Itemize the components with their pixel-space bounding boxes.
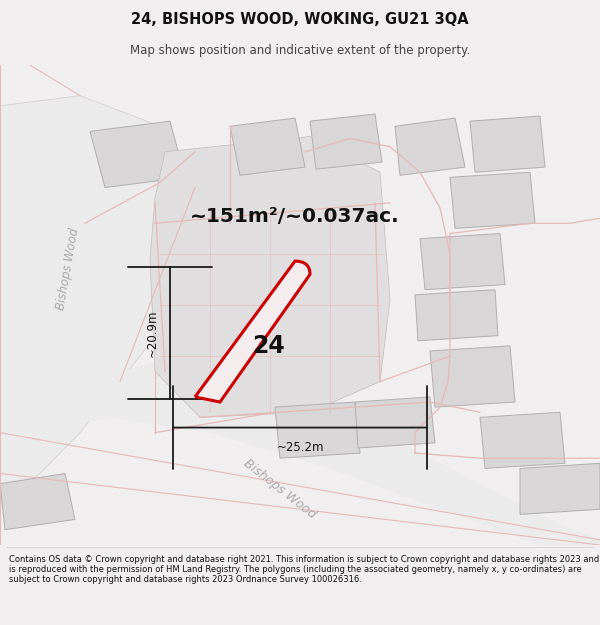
Polygon shape — [470, 116, 545, 172]
Text: ~20.9m: ~20.9m — [146, 309, 158, 357]
Text: 24, BISHOPS WOOD, WOKING, GU21 3QA: 24, BISHOPS WOOD, WOKING, GU21 3QA — [131, 12, 469, 27]
Polygon shape — [480, 412, 565, 468]
Text: Contains OS data © Crown copyright and database right 2021. This information is : Contains OS data © Crown copyright and d… — [9, 554, 599, 584]
Polygon shape — [0, 65, 600, 545]
Polygon shape — [450, 173, 535, 228]
Polygon shape — [355, 397, 435, 448]
Polygon shape — [90, 121, 185, 188]
Polygon shape — [230, 118, 305, 175]
Text: Bishops Wood: Bishops Wood — [55, 228, 82, 311]
Polygon shape — [310, 114, 382, 169]
Polygon shape — [395, 118, 465, 175]
Polygon shape — [420, 234, 505, 289]
Polygon shape — [275, 402, 360, 458]
Text: ~25.2m: ~25.2m — [276, 441, 324, 454]
Polygon shape — [0, 474, 75, 529]
Text: Bishops Wood: Bishops Wood — [241, 457, 319, 521]
PathPatch shape — [195, 261, 310, 402]
Polygon shape — [150, 136, 390, 418]
Polygon shape — [0, 65, 195, 545]
Text: Map shows position and indicative extent of the property.: Map shows position and indicative extent… — [130, 44, 470, 58]
Polygon shape — [415, 289, 498, 341]
Polygon shape — [430, 346, 515, 407]
Polygon shape — [0, 361, 600, 545]
Text: 24: 24 — [251, 334, 284, 358]
Text: ~151m²/~0.037ac.: ~151m²/~0.037ac. — [190, 207, 400, 226]
Polygon shape — [520, 463, 600, 514]
